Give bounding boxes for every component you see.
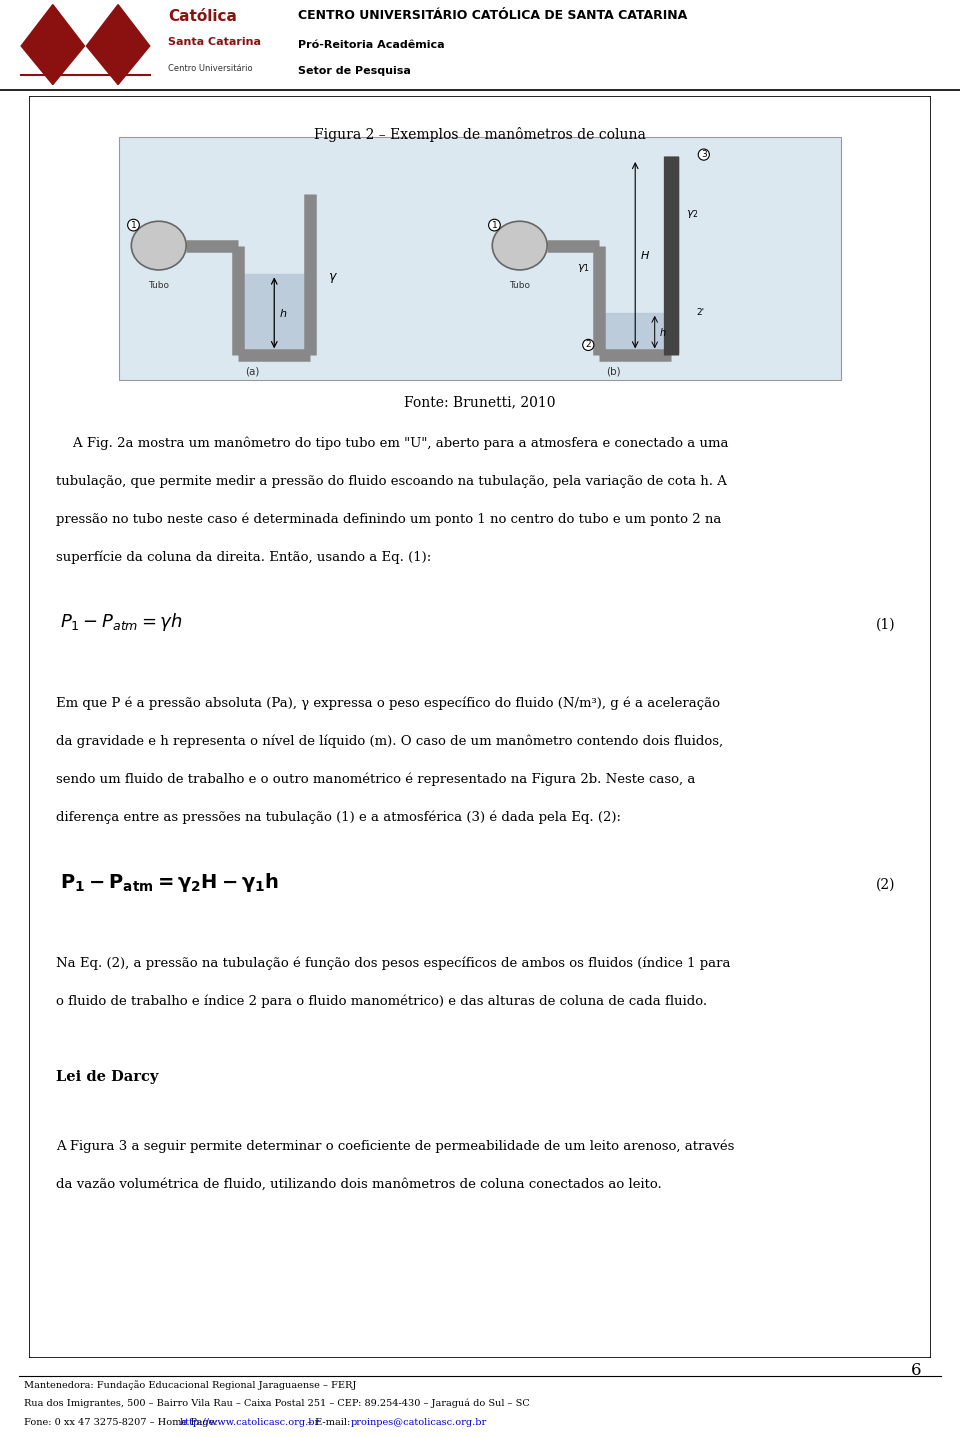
Text: Santa Catarina: Santa Catarina xyxy=(168,37,261,47)
Circle shape xyxy=(492,221,547,270)
Text: $\gamma_2$: $\gamma_2$ xyxy=(685,207,699,220)
Text: http://www.catolicasc.org.br: http://www.catolicasc.org.br xyxy=(180,1418,320,1427)
Text: 1: 1 xyxy=(492,221,497,230)
Text: Mantenedora: Fundação Educacional Regional Jaraguaense – FERJ: Mantenedora: Fundação Educacional Region… xyxy=(24,1380,356,1390)
Text: A Fig. 2a mostra um manômetro do tipo tubo em "U", aberto para a atmosfera e con: A Fig. 2a mostra um manômetro do tipo tu… xyxy=(56,437,729,450)
Text: A Figura 3 a seguir permite determinar o coeficiente de permeabilidade de um lei: A Figura 3 a seguir permite determinar o… xyxy=(56,1140,734,1154)
Text: 3: 3 xyxy=(701,149,707,160)
Text: $\bf{P_1 - P_{atm} = \gamma_2 H - \gamma_1 h}$: $\bf{P_1 - P_{atm} = \gamma_2 H - \gamma… xyxy=(60,871,279,894)
Text: Centro Universitário: Centro Universitário xyxy=(168,65,252,73)
Text: diferença entre as pressões na tubulação (1) e a atmosférica (3) é dada pela Eq.: diferença entre as pressões na tubulação… xyxy=(56,810,621,823)
Text: Na Eq. (2), a pressão na tubulação é função dos pesos específicos de ambos os fl: Na Eq. (2), a pressão na tubulação é fun… xyxy=(56,957,731,970)
Text: $P_1 - P_{atm} = \gamma h$: $P_1 - P_{atm} = \gamma h$ xyxy=(60,611,183,634)
Text: Lei de Darcy: Lei de Darcy xyxy=(56,1071,158,1085)
Text: superfície da coluna da direita. Então, usando a Eq. (1):: superfície da coluna da direita. Então, … xyxy=(56,550,431,563)
Text: – E-mail:: – E-mail: xyxy=(304,1418,353,1427)
Polygon shape xyxy=(21,4,84,85)
FancyBboxPatch shape xyxy=(119,137,841,381)
Text: Pró-Reitoria Acadêmica: Pró-Reitoria Acadêmica xyxy=(298,40,444,49)
Text: (2): (2) xyxy=(876,877,895,891)
Text: $\gamma_1$: $\gamma_1$ xyxy=(578,262,590,274)
Circle shape xyxy=(132,221,186,270)
Text: tubulação, que permite medir a pressão do fluido escoando na tubulação, pela var: tubulação, que permite medir a pressão d… xyxy=(56,474,727,487)
Text: $h$: $h$ xyxy=(659,326,666,338)
Text: 1: 1 xyxy=(131,221,136,230)
Text: Em que P é a pressão absoluta (Pa), γ expressa o peso específico do fluido (N/m³: Em que P é a pressão absoluta (Pa), γ ex… xyxy=(56,697,720,710)
Text: 2: 2 xyxy=(586,341,591,349)
Text: $h$: $h$ xyxy=(279,308,288,319)
Polygon shape xyxy=(86,4,150,85)
Text: sendo um fluido de trabalho e o outro manométrico é representado na Figura 2b. N: sendo um fluido de trabalho e o outro ma… xyxy=(56,773,695,786)
Text: o fluido de trabalho e índice 2 para o fluido manométrico) e das alturas de colu: o fluido de trabalho e índice 2 para o f… xyxy=(56,994,707,1009)
Text: $H$: $H$ xyxy=(640,249,650,262)
Text: proinpes@catolicasc.org.br: proinpes@catolicasc.org.br xyxy=(350,1418,487,1427)
Text: (a): (a) xyxy=(246,366,260,376)
Text: Fone: 0 xx 47 3275-8207 – Home Page:: Fone: 0 xx 47 3275-8207 – Home Page: xyxy=(24,1418,221,1427)
Text: Figura 2 – Exemplos de manômetros de coluna: Figura 2 – Exemplos de manômetros de col… xyxy=(314,126,646,142)
FancyBboxPatch shape xyxy=(29,96,931,1358)
Text: Fonte: Brunetti, 2010: Fonte: Brunetti, 2010 xyxy=(404,395,556,410)
Text: Tubo: Tubo xyxy=(148,280,169,290)
Text: Rua dos Imigrantes, 500 – Bairro Vila Rau – Caixa Postal 251 – CEP: 89.254-430 –: Rua dos Imigrantes, 500 – Bairro Vila Ra… xyxy=(24,1400,530,1408)
Text: 2': 2' xyxy=(697,309,705,318)
Text: Setor de Pesquisa: Setor de Pesquisa xyxy=(298,66,411,76)
Text: (1): (1) xyxy=(876,618,895,631)
Text: 6: 6 xyxy=(911,1362,922,1378)
Text: pressão no tubo neste caso é determinada definindo um ponto 1 no centro do tubo : pressão no tubo neste caso é determinada… xyxy=(56,513,721,526)
Text: $\gamma$: $\gamma$ xyxy=(328,270,338,285)
Text: CENTRO UNIVERSITÁRIO CATÓLICA DE SANTA CATARINA: CENTRO UNIVERSITÁRIO CATÓLICA DE SANTA C… xyxy=(298,9,686,22)
Text: Tubo: Tubo xyxy=(509,280,530,290)
Text: da vazão volumétrica de fluido, utilizando dois manômetros de coluna conectados : da vazão volumétrica de fluido, utilizan… xyxy=(56,1177,661,1190)
Text: da gravidade e h representa o nível de líquido (m). O caso de um manômetro conte: da gravidade e h representa o nível de l… xyxy=(56,734,723,749)
Text: Católica: Católica xyxy=(168,9,237,24)
Text: (b): (b) xyxy=(607,366,621,376)
